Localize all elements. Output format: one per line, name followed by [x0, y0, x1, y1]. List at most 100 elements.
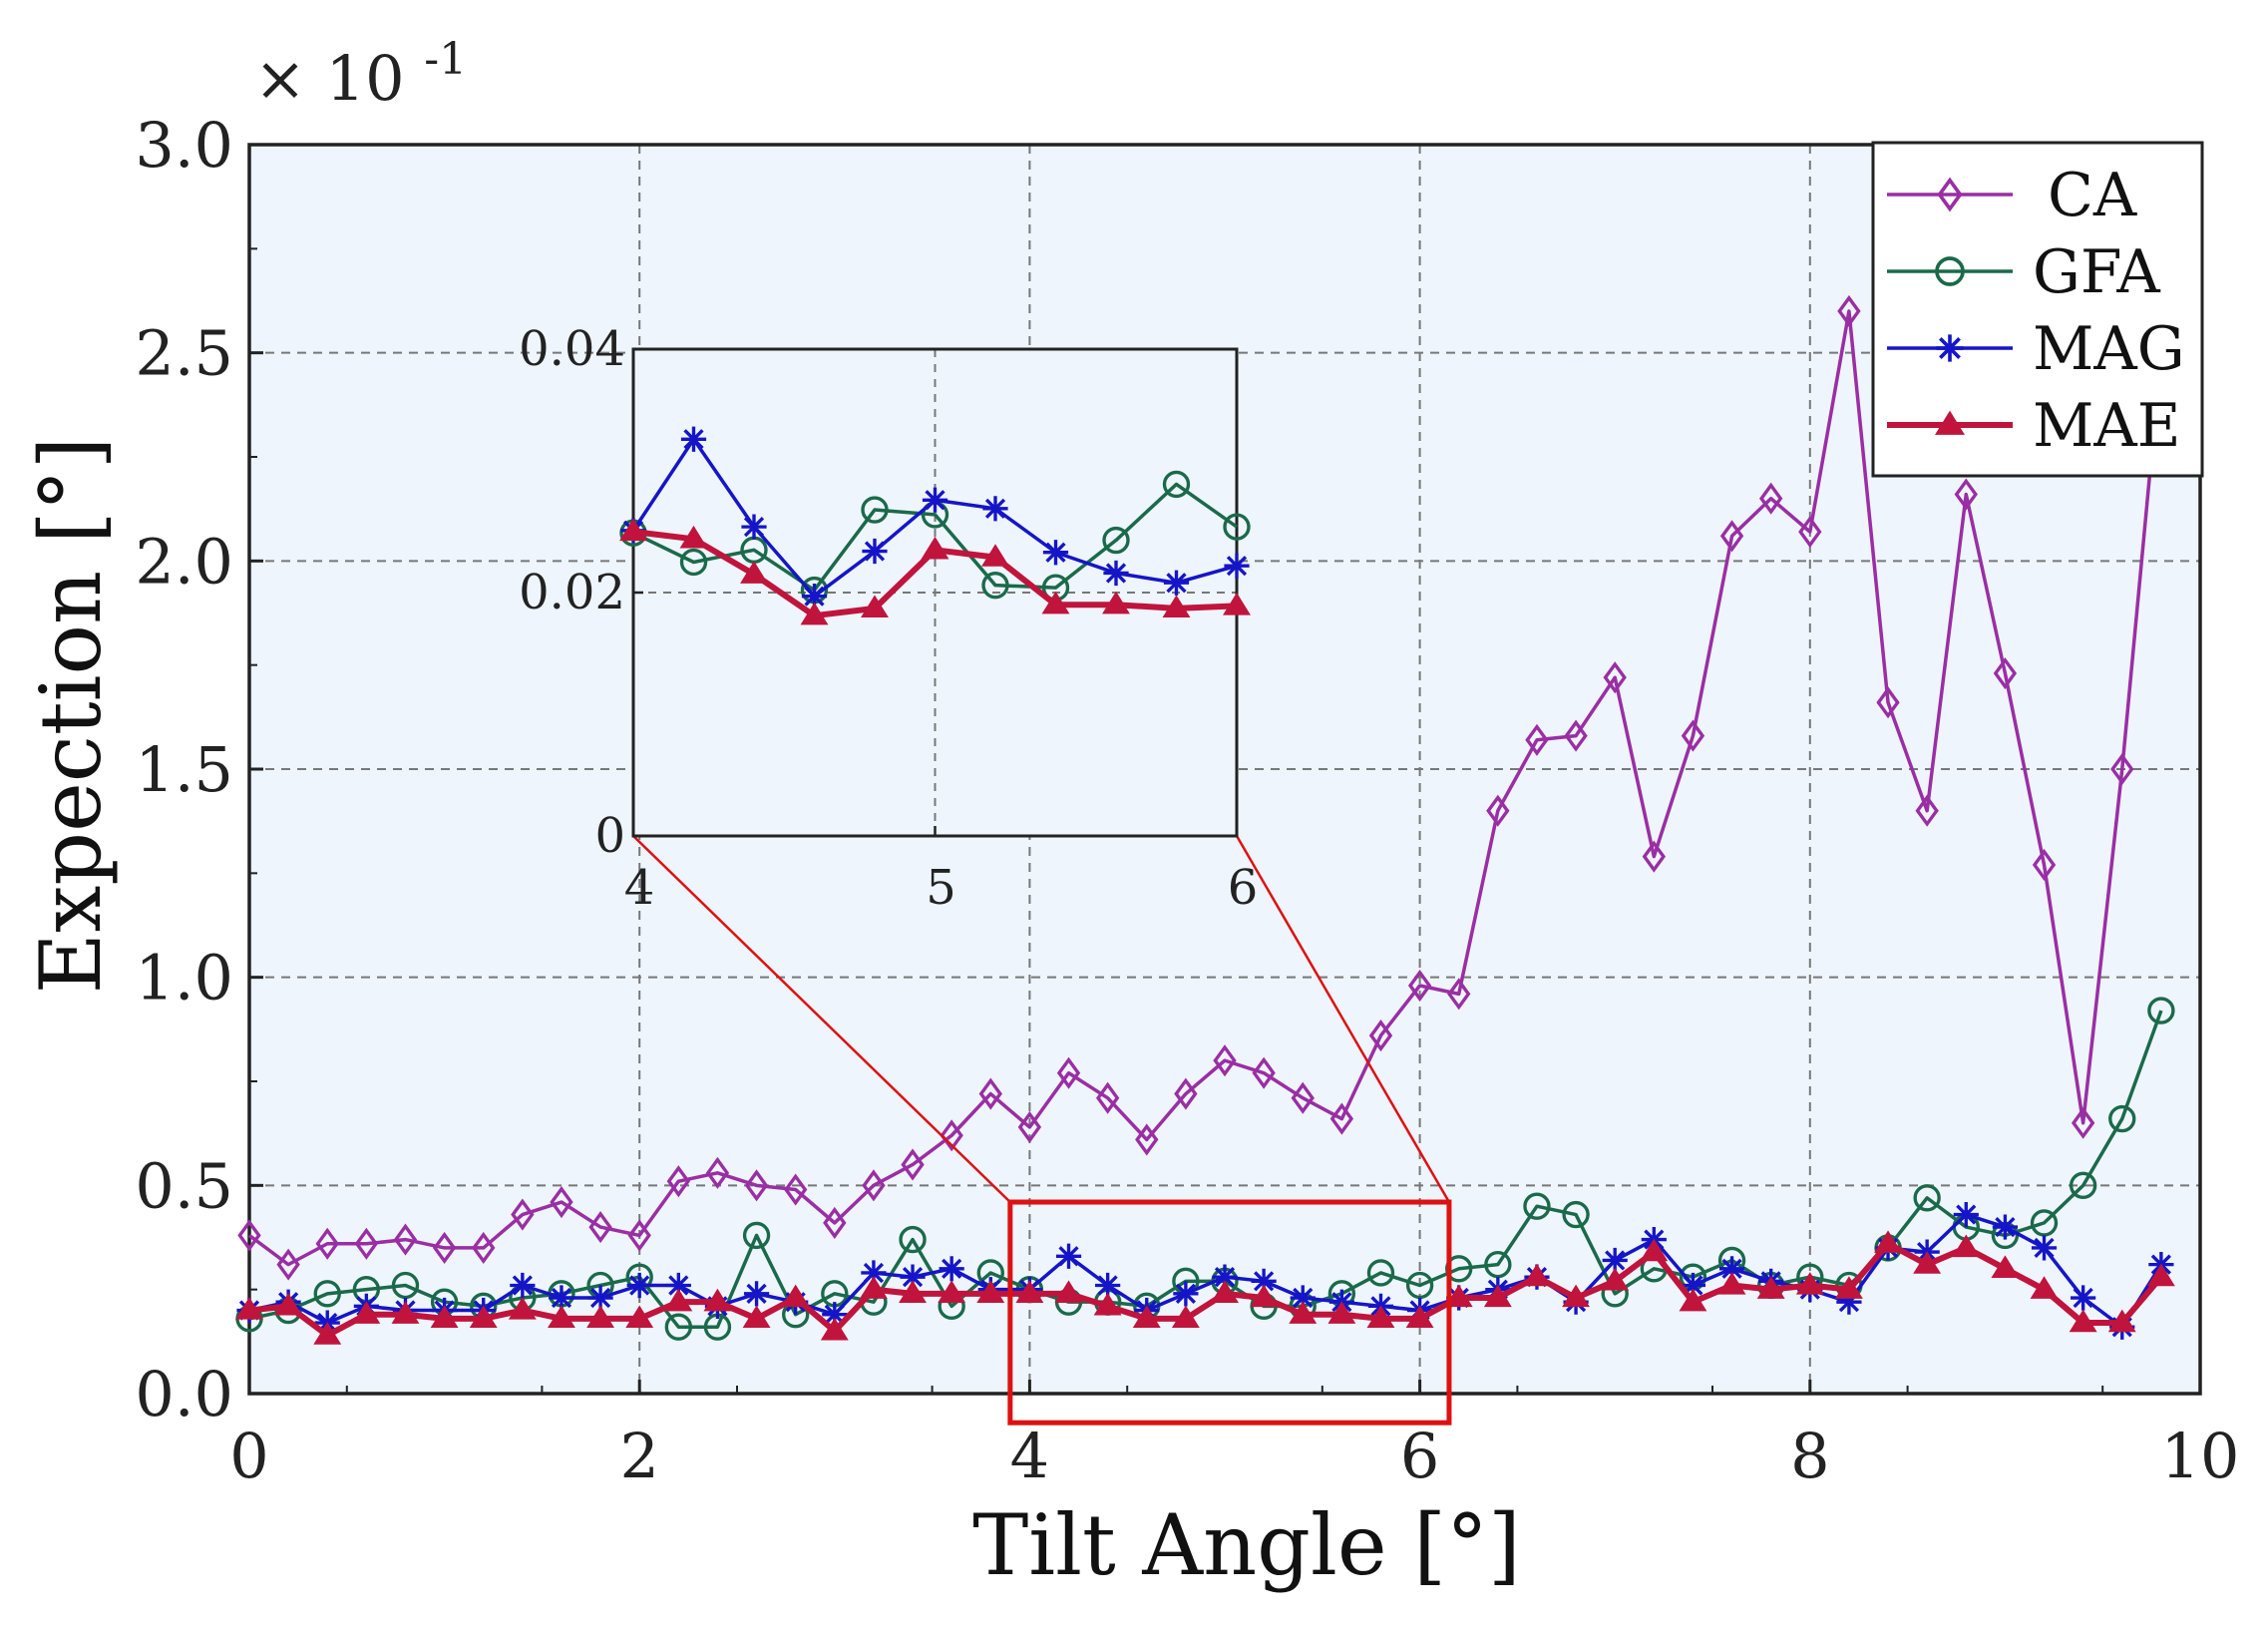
- x-axis-label: Tilt Angle [°]: [972, 1496, 1521, 1594]
- data-point-ca: [1095, 1081, 1120, 1114]
- data-point-mae: [274, 1292, 303, 1316]
- x-tick-label: 4: [1010, 1420, 1049, 1492]
- data-point-gfa: [1523, 1192, 1551, 1220]
- legend-entry-gfa: GFA: [1887, 237, 2160, 307]
- inset-data-point-mag: [1163, 570, 1190, 596]
- y-axis-exponent: × 10 -1: [254, 34, 467, 115]
- data-point-ca: [1252, 1056, 1276, 1089]
- data-point-mag: [861, 1260, 887, 1286]
- y-axis-label: Expection [°]: [22, 437, 120, 995]
- inset-data-point-gfa: [679, 548, 708, 577]
- data-point-mae: [1405, 1305, 1434, 1329]
- data-point-ca: [1719, 520, 1744, 553]
- data-point-mae: [664, 1288, 693, 1312]
- data-point-mae: [1913, 1251, 1942, 1274]
- data-point-gfa: [313, 1280, 341, 1308]
- data-point-mae: [899, 1280, 927, 1303]
- inset-x-tick-label: 5: [926, 860, 956, 916]
- data-point-mae: [1601, 1267, 1630, 1291]
- data-point-ca: [978, 1077, 1002, 1110]
- data-point-mag: [1290, 1285, 1316, 1311]
- inset-data-point-mae: [1223, 592, 1251, 615]
- inset-data-point-mag: [741, 514, 767, 540]
- inset-data-point-mag: [1224, 553, 1250, 579]
- legend-marker-mag: [1936, 334, 1964, 362]
- data-point-gfa: [664, 1313, 693, 1341]
- data-point-mae: [1717, 1272, 1746, 1295]
- inset-data-point-mag: [1042, 540, 1069, 566]
- data-point-ca: [1798, 516, 1822, 549]
- inset-data-point-mae: [740, 561, 768, 584]
- inset-x-tick-label: 4: [624, 860, 655, 916]
- data-point-gfa: [742, 1221, 771, 1250]
- inset-data-point-gfa: [861, 496, 889, 524]
- data-point-mag: [1836, 1289, 1862, 1315]
- data-point-ca: [1135, 1123, 1159, 1156]
- y-tick-label: 2.5: [135, 317, 233, 390]
- data-point-mae: [2069, 1309, 2097, 1333]
- plot-frame: [247, 143, 2202, 1396]
- data-point-mae: [2030, 1276, 2059, 1299]
- data-point-mag: [1602, 1247, 1628, 1274]
- data-point-mag: [2031, 1235, 2058, 1261]
- data-point-gfa: [2069, 1171, 2097, 1200]
- data-point-ca: [862, 1169, 886, 1202]
- data-point-mae: [976, 1280, 1005, 1303]
- inset-data-point-mae: [800, 602, 829, 625]
- data-point-mae: [1054, 1280, 1083, 1303]
- inset-y-tick-label: 0.02: [519, 565, 625, 620]
- data-point-mag: [1173, 1281, 1199, 1307]
- data-point-mag: [1680, 1272, 1706, 1299]
- data-point-ca: [627, 1219, 651, 1252]
- data-point-mae: [1874, 1230, 1902, 1253]
- data-point-mag: [626, 1272, 652, 1299]
- inset-y-tick-label: 0.04: [519, 321, 625, 377]
- data-point-ca: [1329, 1102, 1354, 1135]
- data-point-mae: [1483, 1284, 1512, 1308]
- zoom-indicator: [632, 835, 1452, 1426]
- data-point-mae: [1834, 1276, 1863, 1299]
- data-point-ca: [666, 1165, 690, 1198]
- inset-data-point-mae: [981, 544, 1009, 567]
- data-point-mae: [2107, 1309, 2136, 1333]
- data-point-ca: [588, 1211, 612, 1244]
- data-point-gfa: [2147, 997, 2175, 1024]
- data-point-ca: [354, 1227, 379, 1260]
- data-point-ca: [2071, 1106, 2095, 1139]
- y-axis-exponent-base: × 10: [254, 42, 405, 115]
- data-point-mae: [1444, 1284, 1473, 1308]
- zoom-connector-line: [632, 835, 1011, 1203]
- data-point-gfa: [1562, 1200, 1590, 1229]
- x-tick-label: 2: [619, 1420, 658, 1492]
- data-point-gfa: [1405, 1271, 1434, 1300]
- data-point-mae: [352, 1301, 381, 1324]
- data-point-ca: [1642, 840, 1666, 873]
- data-point-mae: [1640, 1238, 1669, 1262]
- data-point-gfa: [1484, 1250, 1512, 1279]
- data-point-gfa: [1913, 1184, 1941, 1212]
- data-point-mae: [2146, 1263, 2175, 1287]
- data-point-ca: [1017, 1110, 1042, 1143]
- data-point-mag: [1055, 1243, 1082, 1269]
- inset-data-point-mae: [619, 518, 647, 542]
- data-point-mae: [1679, 1288, 1707, 1312]
- data-point-mae: [703, 1288, 732, 1312]
- legend-marker-ca: [1937, 177, 1963, 212]
- data-point-mae: [1366, 1305, 1395, 1329]
- data-point-mae: [742, 1305, 771, 1329]
- data-point-mag: [822, 1302, 848, 1328]
- inset-data-point-gfa: [981, 571, 1009, 600]
- data-point-ca: [472, 1231, 496, 1264]
- legend-label-gfa: GFA: [2033, 237, 2160, 307]
- data-point-mag: [1212, 1264, 1238, 1290]
- data-point-mae: [1756, 1276, 1785, 1299]
- inset-data-point-mae: [921, 536, 949, 560]
- inset-data-point-mag: [862, 538, 888, 565]
- data-point-ca: [1915, 794, 1939, 827]
- data-point-gfa: [2030, 1209, 2059, 1237]
- data-point-mae: [1171, 1305, 1200, 1329]
- data-point-mae: [1289, 1301, 1318, 1324]
- inset-series-mae: [619, 518, 1251, 625]
